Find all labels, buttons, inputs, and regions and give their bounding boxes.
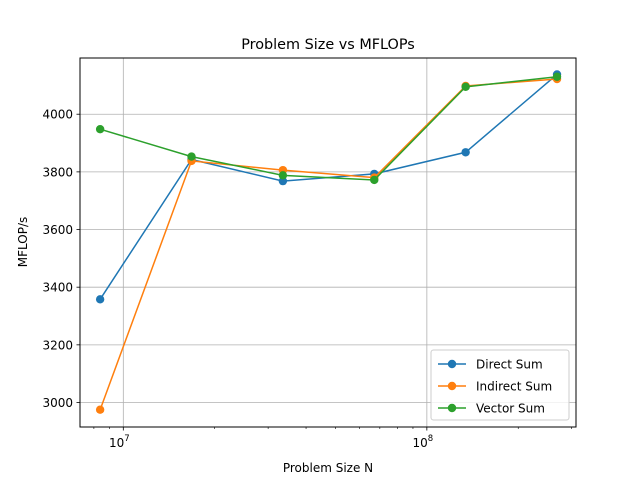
series-direct-sum <box>95 70 562 304</box>
y-axis-ticks: 3000 3200 3400 3600 3800 4000 <box>42 108 80 410</box>
series-layer <box>95 70 562 414</box>
grid-lines <box>80 58 576 427</box>
legend-box <box>430 349 570 421</box>
chart-title: Problem Size vs MFLOPs <box>241 37 415 53</box>
data-point <box>95 125 105 134</box>
legend-item: Direct Sum <box>438 358 543 372</box>
x-axis-title: Problem Size N <box>283 461 373 475</box>
legend-label: Direct Sum <box>476 358 543 372</box>
data-point <box>461 82 470 92</box>
x-tick-label: 107 <box>109 434 130 450</box>
data-point <box>187 152 196 161</box>
data-point <box>370 175 379 185</box>
legend-item: Indirect Sum <box>438 380 552 394</box>
plot-frame <box>79 57 577 428</box>
series-vector-sum <box>95 72 562 185</box>
legend-marker <box>447 359 457 369</box>
series-line <box>99 73 558 300</box>
x-axis-ticks: 107 108 <box>93 427 572 450</box>
x-tick-label: 108 <box>412 434 433 450</box>
legend: Direct Sum Indirect Sum Vector Sum <box>430 349 570 421</box>
y-axis-title: MFLOP/s <box>16 217 30 268</box>
y-tick-label: 3200 <box>42 338 73 352</box>
series-line <box>99 75 558 181</box>
y-tick-label: 4000 <box>42 108 73 122</box>
legend-label: Indirect Sum <box>476 380 552 394</box>
data-point <box>95 405 105 414</box>
data-point <box>95 295 105 304</box>
legend-marker <box>447 381 457 391</box>
legend-item: Vector Sum <box>438 402 545 416</box>
data-point <box>461 148 470 157</box>
y-tick-label: 3800 <box>42 165 73 179</box>
data-point <box>552 72 562 81</box>
legend-label: Vector Sum <box>476 402 545 416</box>
data-point <box>278 171 288 180</box>
legend-marker <box>447 403 457 413</box>
y-tick-label: 3600 <box>42 223 73 237</box>
y-tick-label: 3400 <box>42 281 73 295</box>
y-tick-label: 3000 <box>42 396 73 410</box>
data-point <box>278 176 288 186</box>
